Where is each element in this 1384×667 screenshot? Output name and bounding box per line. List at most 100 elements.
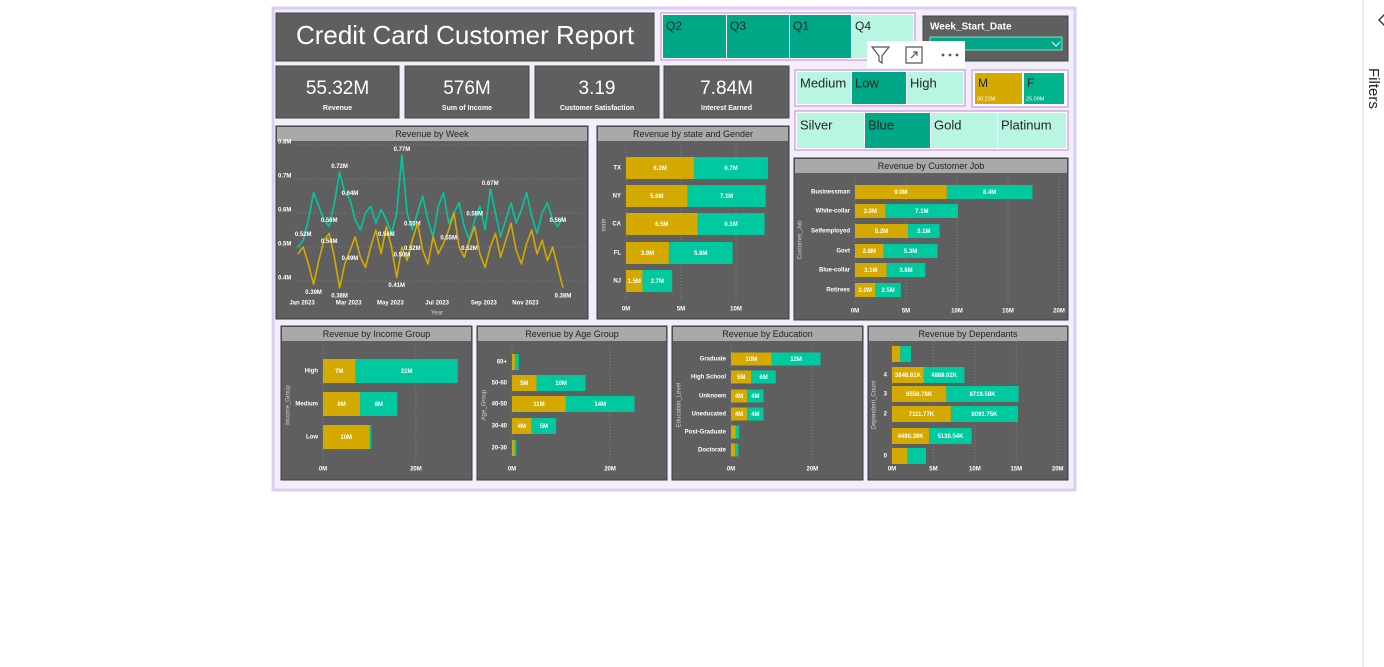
slicer-item[interactable] (975, 73, 1022, 104)
bar-segment (855, 224, 909, 238)
chart-title: Revenue by Education (722, 329, 813, 339)
filters-label[interactable]: Filters (1365, 68, 1382, 109)
slicer-item[interactable] (852, 72, 906, 104)
slicer-item[interactable] (663, 15, 726, 58)
data-label: 5.2M (875, 229, 888, 235)
bar-segment (355, 359, 458, 383)
kpi-value: 7.84M (700, 78, 753, 99)
y-tick-label: Post-Graduate (685, 430, 727, 436)
bar-segment (892, 448, 908, 464)
slicer-item[interactable] (1024, 73, 1064, 104)
y-axis-title: Dependent_Count (872, 380, 878, 429)
more-icon[interactable] (941, 53, 959, 57)
bar-segment (536, 375, 586, 391)
x-tick-label: 0M (851, 309, 859, 315)
data-label: 3.0M (864, 209, 877, 215)
bar-segment (731, 407, 748, 421)
x-axis-title: Year (431, 311, 443, 317)
bar-segment (875, 283, 901, 297)
bar-segment (885, 204, 959, 218)
title-card (275, 12, 655, 62)
data-label: 4M (518, 424, 526, 430)
x-tick-label: 20M (1052, 467, 1064, 473)
bar-segment (565, 396, 635, 412)
bar-segment (626, 157, 695, 179)
y-tick-label: 0.7M (278, 174, 291, 180)
slicer-item[interactable] (931, 113, 997, 148)
chart-title: Revenue by state and Gender (633, 129, 753, 139)
y-tick-label: 0.6M (278, 208, 291, 214)
data-label: 5130.54K (937, 434, 964, 440)
bar-segment (731, 425, 736, 439)
bar-segment (907, 448, 926, 464)
slicer-item[interactable] (998, 113, 1066, 148)
x-tick-label: 20M (806, 467, 818, 473)
bar-segment (323, 392, 361, 416)
chart-title-bar (795, 159, 1067, 173)
x-tick-label: 10M (730, 307, 742, 313)
dashboard: Credit Card Customer Report Q2 Q3 Q1 Q4 Mediu… (275, 12, 1069, 481)
focus-icon[interactable] (905, 46, 923, 64)
bar-segment (512, 418, 532, 434)
y-tick-label: High (305, 369, 319, 375)
bar-segment (771, 352, 821, 366)
y-tick-label: 30-40 (492, 424, 508, 430)
data-label: 5M (540, 424, 548, 430)
data-label: 9.0M (894, 190, 907, 196)
slicer-item[interactable] (907, 72, 963, 104)
slicer-item[interactable] (797, 113, 864, 148)
data-label: 3.1M (917, 229, 930, 235)
slicer-item-value: 25.09M (1026, 96, 1045, 102)
bar-segment (908, 224, 940, 238)
series-line (297, 212, 564, 289)
bar-segment (855, 263, 887, 277)
kpi-value: 55.32M (306, 78, 369, 99)
data-label: 4888.02K (931, 373, 958, 379)
bar-segment (855, 244, 884, 258)
y-tick-label: 2 (884, 412, 888, 418)
y-tick-label: CA (612, 222, 621, 228)
chart-panel (275, 125, 589, 320)
x-tick-label: 5M (677, 307, 685, 313)
chart-title-bar (478, 327, 666, 341)
slicer-item[interactable] (790, 15, 851, 58)
filter-icon[interactable] (870, 46, 891, 65)
bar-segment (892, 406, 951, 422)
y-tick-label: 50-60 (492, 381, 508, 387)
data-label: 4M (751, 412, 759, 418)
data-label: 7M (335, 369, 343, 375)
y-tick-label: Govt (836, 249, 850, 255)
bar-segment (946, 185, 1033, 199)
data-label: 3.1M (864, 268, 877, 274)
data-label: 0.54M (321, 239, 338, 245)
data-label: 0.52M (461, 246, 478, 252)
data-label: 10M (745, 357, 757, 363)
y-tick-label: FL (614, 251, 622, 257)
data-label: 7.1M (915, 209, 928, 215)
y-tick-label: Businessman (811, 190, 850, 196)
bar-segment (892, 346, 901, 362)
data-label: 0.50M (394, 253, 411, 259)
data-label: 8719.58K (969, 392, 996, 398)
bar-segment (687, 185, 766, 207)
slicer-item[interactable] (865, 113, 930, 148)
data-label: 12M (790, 357, 802, 363)
slicer-item[interactable] (797, 72, 851, 104)
data-label: 2.5M (881, 288, 894, 294)
y-axis-title: Education_Level (677, 383, 683, 427)
data-label: 5M (737, 375, 745, 381)
x-tick-label: 0M (319, 467, 327, 473)
slicer-item-label: Q4 (855, 19, 871, 33)
y-tick-label: Retirees (826, 288, 850, 294)
bar-segment (369, 425, 372, 449)
bar-segment (855, 185, 947, 199)
y-tick-label: 0.5M (278, 242, 291, 248)
collapse-icon[interactable] (1378, 14, 1384, 26)
bar-segment (642, 270, 673, 292)
series-line (297, 154, 564, 248)
data-label: 8M (375, 402, 383, 408)
data-label: 2.8M (863, 249, 876, 255)
x-tick-label: 10M (951, 309, 963, 315)
x-tick-label: 5M (929, 467, 937, 473)
slicer-item[interactable] (727, 15, 789, 58)
